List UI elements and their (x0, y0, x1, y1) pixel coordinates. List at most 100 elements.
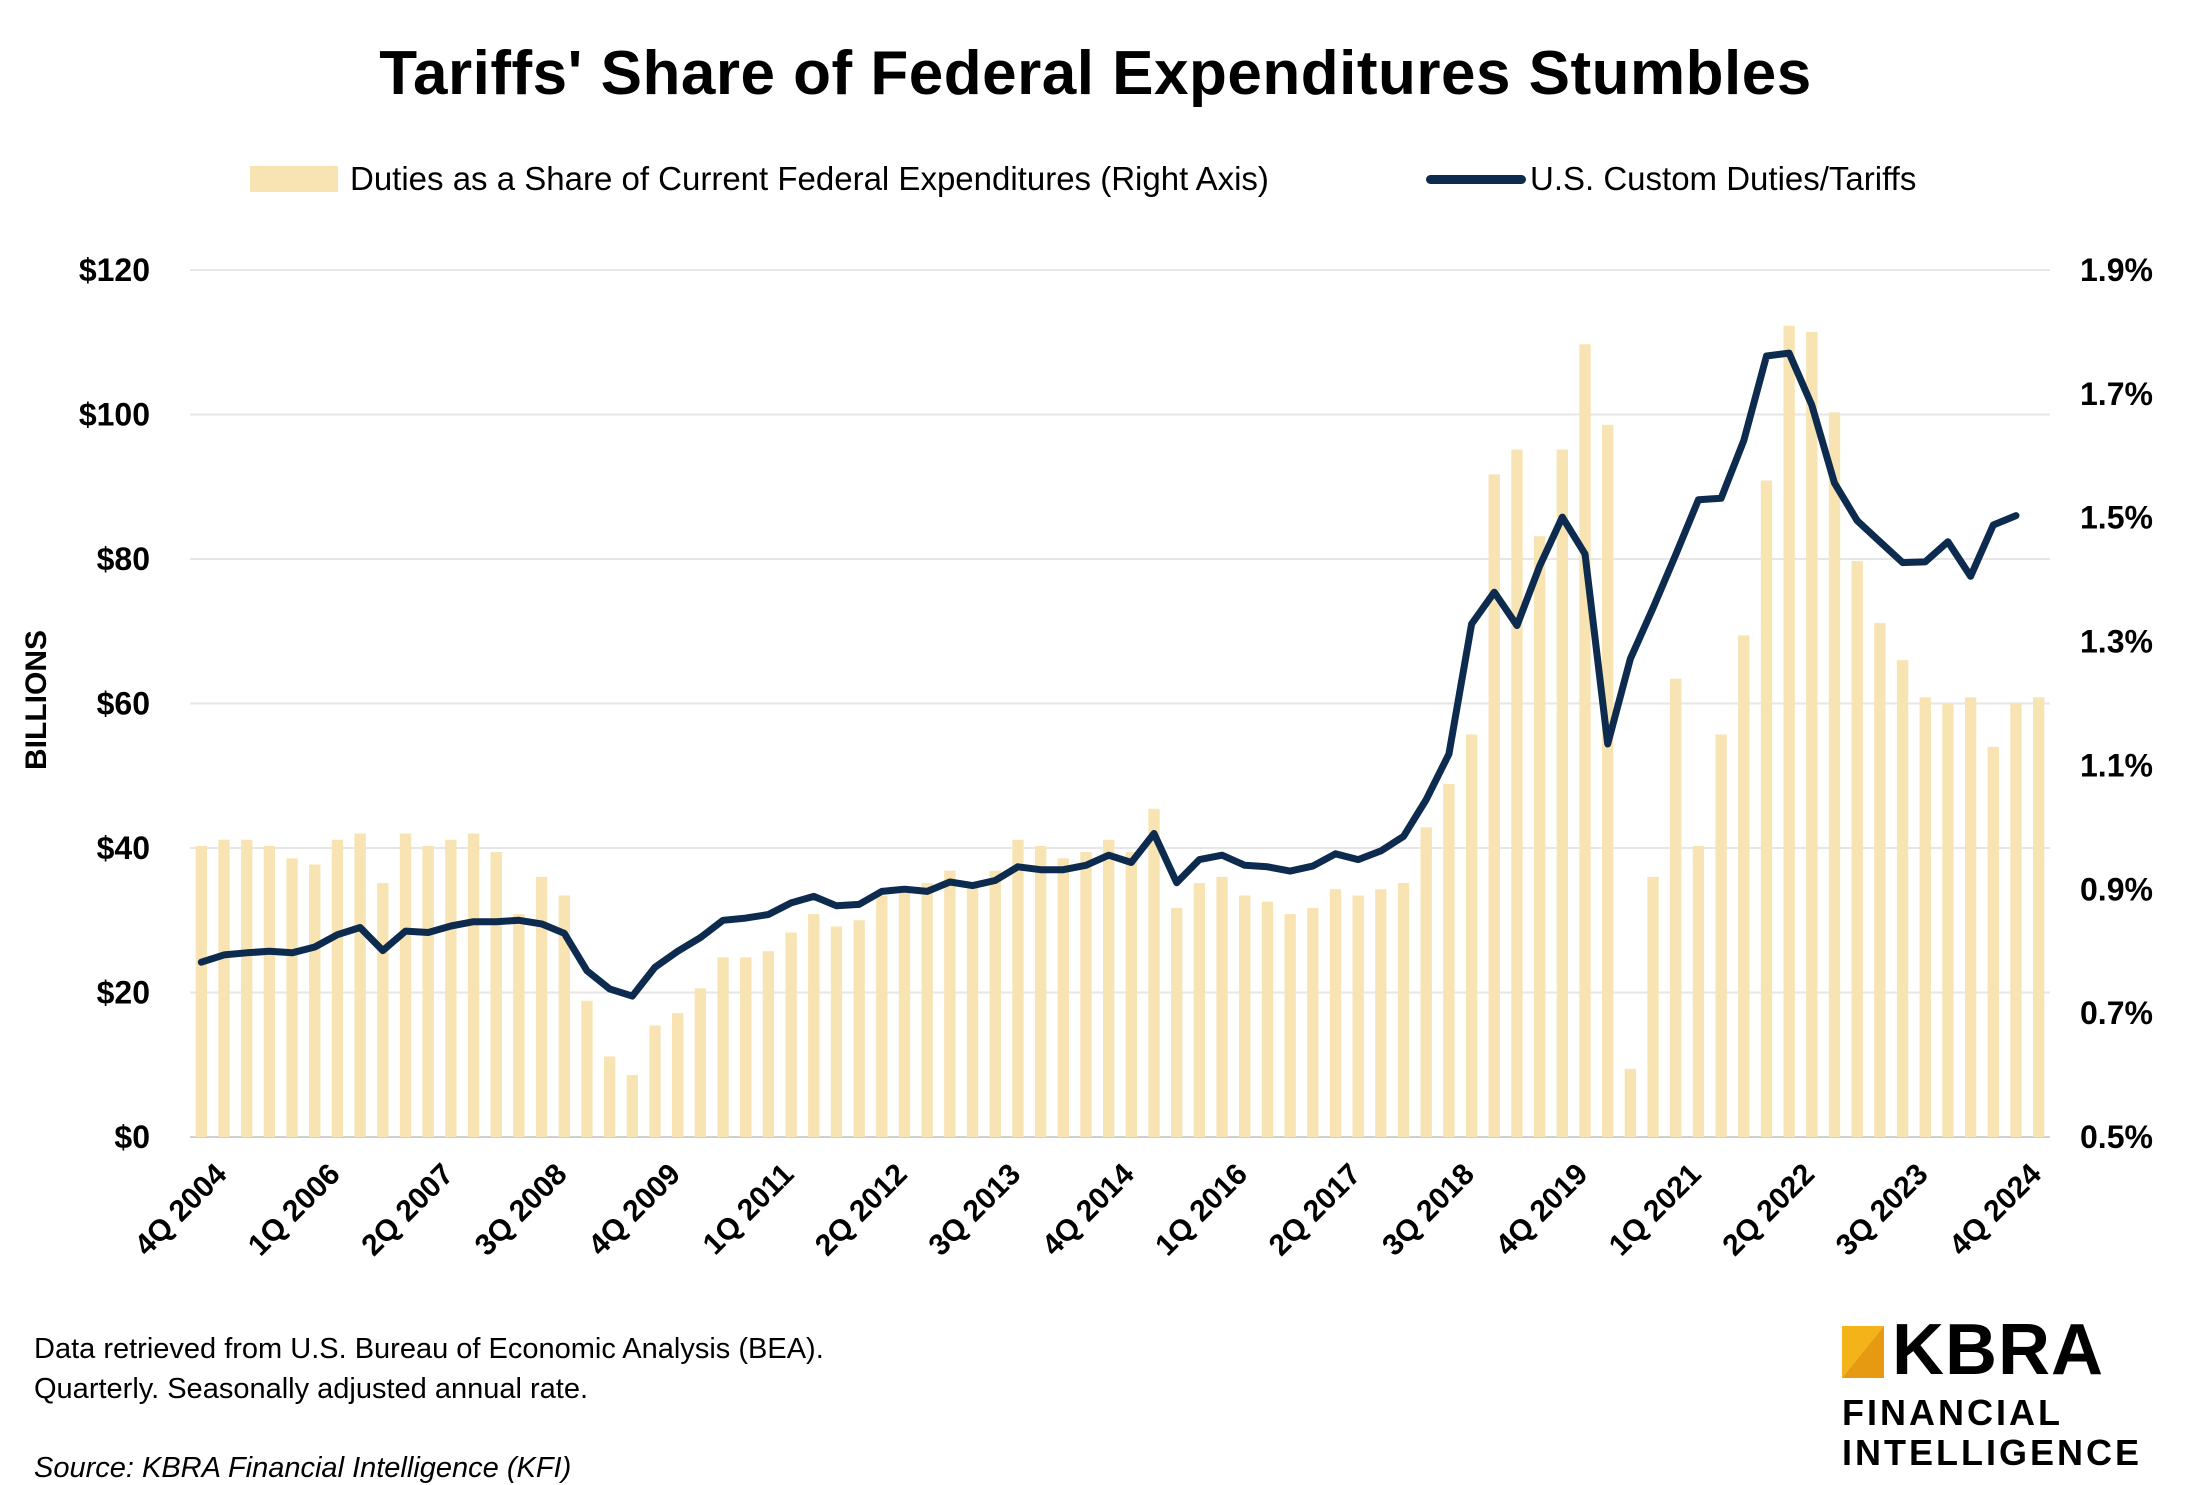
x-axis-tick-label: 4Q 2014 (1036, 1157, 1141, 1262)
bar (1307, 907, 1319, 1137)
bar (354, 833, 366, 1137)
bar (876, 895, 888, 1137)
bar (1148, 808, 1160, 1137)
left-axis-tick-label: $0 (114, 1119, 150, 1155)
bar (1738, 635, 1750, 1137)
bar (1874, 622, 1886, 1137)
bar (830, 926, 843, 1137)
bar (2010, 703, 2022, 1137)
bar (921, 883, 933, 1137)
bar (1488, 474, 1500, 1138)
left-axis-tick-label: $20 (97, 975, 150, 1011)
bar (1896, 660, 1909, 1137)
x-axis-tick-label: 4Q 2004 (129, 1157, 234, 1262)
bar (1397, 883, 1410, 1137)
bar (1420, 827, 1432, 1137)
bar (989, 870, 1001, 1137)
bar (1284, 914, 1296, 1137)
bar (785, 932, 797, 1137)
bar (1034, 845, 1047, 1137)
bar (513, 914, 525, 1137)
y-axis-label: BILLIONS (20, 630, 53, 770)
x-axis-tick-label: 4Q 2019 (1490, 1158, 1595, 1263)
bar (1261, 901, 1274, 1137)
x-axis-tick-label: 1Q 2011 (697, 1158, 801, 1262)
x-axis-tick-label: 1Q 2021 (1603, 1158, 1708, 1263)
bar (944, 870, 956, 1137)
bar (1647, 876, 1659, 1137)
x-axis-tick-label: 4Q 2009 (582, 1158, 687, 1263)
note-frequency: Quarterly. Seasonally adjusted annual ra… (34, 1373, 589, 1405)
bar (762, 951, 775, 1137)
bar (808, 914, 820, 1137)
bar (1239, 895, 1251, 1137)
bar (1102, 839, 1115, 1137)
left-axis-tick-label: $60 (97, 686, 150, 722)
right-axis-tick-label: 0.9% (2080, 871, 2153, 907)
x-axis-tick-label: 3Q 2013 (922, 1158, 1027, 1263)
right-axis-tick-label: 1.3% (2080, 624, 2153, 660)
chart-plot: $0 $20 $40 $60 $80 $100 $120 0.5% 0.7% 0.9% 1.1% 1… (20, 252, 2153, 1262)
legend-swatch-bar (250, 166, 338, 192)
bar-series (195, 325, 2045, 1138)
legend-label-duties-share: Duties as a Share of Current Federal Exp… (350, 160, 1269, 197)
legend-item-duties-share: Duties as a Share of Current Federal Exp… (250, 160, 1269, 198)
bar (1942, 703, 1954, 1137)
bar (1579, 344, 1591, 1137)
x-axis-tick-label: 3Q 2008 (469, 1158, 574, 1263)
bar (1125, 852, 1138, 1137)
left-axis: $0 $20 $40 $60 $80 $100 $120 (79, 252, 150, 1155)
right-axis: 0.5% 0.7% 0.9% 1.1% 1.3% 1.5% 1.7% 1.9% (2080, 252, 2153, 1155)
bar (1012, 839, 1024, 1137)
x-axis: 4Q 2004 1Q 2006 2Q 2007 3Q 2008 4Q 2009 1Q 20… (129, 1157, 2049, 1262)
bar (241, 839, 253, 1137)
right-axis-tick-label: 1.5% (2080, 500, 2153, 536)
bar (1533, 536, 1546, 1137)
bar (445, 839, 457, 1137)
bar (422, 845, 434, 1137)
bar (263, 845, 276, 1137)
bar (1760, 480, 1773, 1137)
bar (2032, 697, 2045, 1137)
x-axis-tick-label: 1Q 2016 (1149, 1158, 1254, 1263)
logo-tagline-line2: INTELLIGENCE (1842, 1432, 2143, 1473)
x-axis-tick-label: 2Q 2017 (1263, 1158, 1368, 1263)
bar (1783, 325, 1795, 1137)
bar (1352, 895, 1364, 1137)
x-axis-tick-label: 2Q 2007 (355, 1158, 460, 1263)
bar (966, 883, 979, 1137)
bar (1987, 746, 1999, 1137)
bar (1602, 424, 1614, 1138)
bar (331, 839, 344, 1137)
bar (1375, 889, 1387, 1137)
bar (309, 864, 321, 1137)
bar (1171, 907, 1183, 1137)
legend-swatch-line (1426, 174, 1526, 184)
bar (195, 845, 208, 1137)
right-axis-tick-label: 1.1% (2080, 747, 2153, 783)
right-axis-tick-label: 1.7% (2080, 376, 2153, 412)
chart-title: Tariffs' Share of Federal Expenditures S… (379, 39, 1812, 108)
source-citation: Source: KBRA Financial Intelligence (KFI… (34, 1452, 572, 1484)
x-axis-tick-label: 2Q 2012 (809, 1158, 914, 1263)
bar (672, 1013, 684, 1137)
bar (694, 988, 707, 1137)
bar (467, 833, 480, 1137)
bar (1216, 876, 1228, 1137)
bar (1080, 852, 1092, 1137)
bar (1670, 678, 1682, 1137)
left-axis-tick-label: $80 (97, 541, 150, 577)
x-axis-tick-label: 3Q 2023 (1830, 1158, 1935, 1263)
bar (603, 1056, 616, 1137)
bar (740, 957, 752, 1137)
bar (581, 1000, 593, 1137)
bar (1465, 734, 1478, 1137)
right-axis-tick-label: 0.7% (2080, 995, 2153, 1031)
kbra-logo-mark-icon (1842, 1326, 1884, 1378)
bar (1806, 331, 1818, 1137)
bar (1692, 845, 1705, 1137)
left-axis-tick-label: $100 (79, 397, 150, 433)
right-axis-tick-label: 1.9% (2080, 252, 2153, 288)
bar (853, 920, 865, 1137)
bar (1851, 561, 1863, 1137)
